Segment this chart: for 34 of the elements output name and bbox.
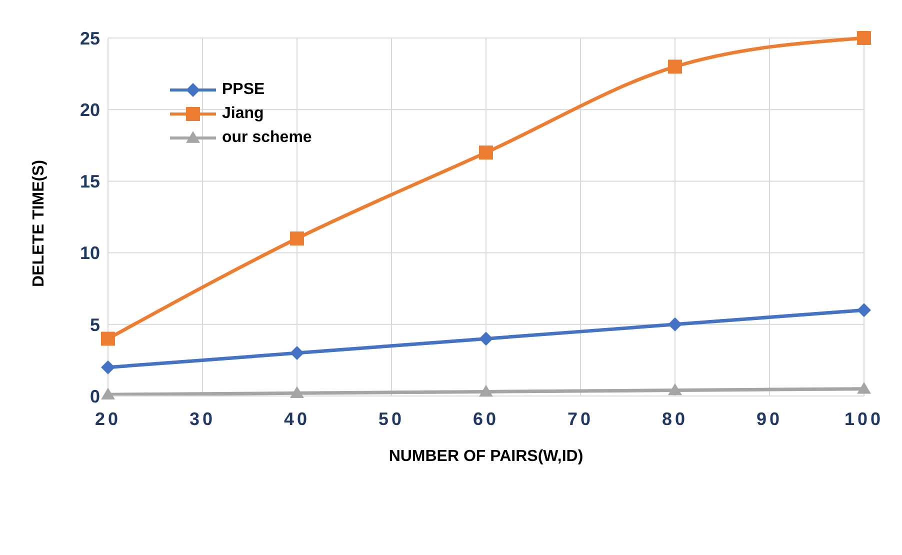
y-tick-label: 25 [80,28,100,48]
x-tick-label: 50 [378,408,405,429]
point [290,231,304,246]
y-tick-label: 20 [80,100,100,120]
point [290,346,304,360]
x-tick-label: 90 [756,408,783,429]
y-axis-title: DELETE TIME(S) [30,160,48,287]
point [857,382,871,394]
y-tick-label: 10 [80,243,100,264]
y-tick-label: 15 [80,172,100,192]
point [668,60,682,74]
y-tick-label: 0 [90,386,100,406]
point [857,303,871,318]
point [101,332,115,346]
x-axis-title: NUMBER OF PAIRS(W,ID) [388,448,584,465]
point [101,388,115,400]
point [101,360,115,374]
point [668,317,682,332]
legend-label: our scheme [222,129,312,147]
point [668,383,682,396]
point [479,384,493,397]
point [479,146,493,160]
point [857,31,871,45]
x-tick-label: 80 [662,408,688,429]
legend-label: PPSE [222,81,265,99]
x-tick-label: 100 [844,408,884,429]
x-tick-label: 70 [567,408,594,429]
x-tick-label: 60 [472,408,500,429]
point [479,332,493,346]
point [290,386,304,398]
y-tick-label: 5 [90,314,100,335]
legend-label: Jiang [222,105,264,123]
x-tick-label: 30 [189,408,216,429]
x-tick-label: 40 [284,408,310,429]
